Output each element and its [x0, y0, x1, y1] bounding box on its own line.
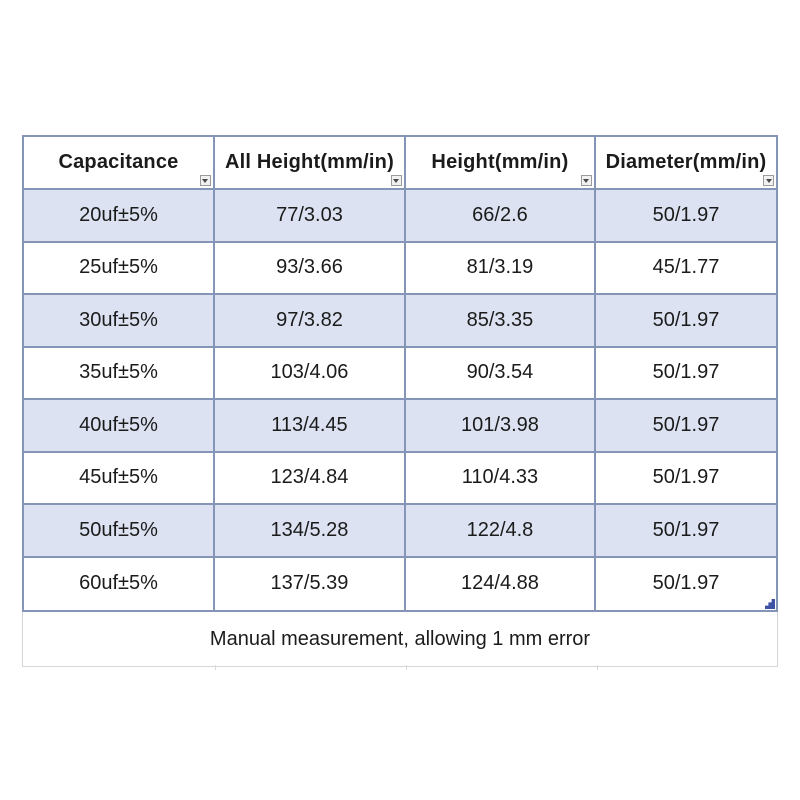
table-cell: 122/4.8: [406, 505, 596, 556]
chevron-down-icon: [393, 178, 400, 183]
column-header-label: All Height(mm/in): [224, 151, 394, 173]
table-cell: 50/1.97: [652, 203, 720, 226]
spec-table: Capacitance All Height(mm/in) Height(mm/in…: [22, 135, 778, 612]
table-cell: 113/4.45: [215, 400, 406, 451]
column-header: Height(mm/in): [406, 137, 596, 188]
table-resize-handle-icon[interactable]: [765, 599, 775, 609]
table-row: 40uf±5% 113/4.45 101/3.98 50/1.97: [24, 400, 776, 453]
table-row: 45uf±5% 123/4.84 110/4.33 50/1.97: [24, 452, 776, 505]
table-cell: 50uf±5%: [24, 505, 215, 556]
staircase-shape: [765, 599, 775, 609]
table-cell: 101/3.98: [406, 400, 596, 451]
table-cell: 66/2.6: [406, 190, 596, 241]
gridline-stub: [214, 665, 216, 670]
table-cell: 134/5.28: [215, 505, 406, 556]
table-cell: 30uf±5%: [24, 295, 215, 346]
table-cell: 45uf±5%: [24, 452, 215, 503]
table-cell: 50/1.97: [652, 413, 720, 436]
table-cell: 50/1.97: [652, 466, 720, 489]
column-header: All Height(mm/in): [215, 137, 406, 188]
table-row: 30uf±5% 97/3.82 85/3.35 50/1.97: [24, 295, 776, 348]
table-footnote-row: Manual measurement, allowing 1 mm error: [22, 612, 778, 670]
table-cell: 103/4.06: [215, 347, 406, 398]
table-cell: 45/1.77: [652, 256, 720, 279]
table-cell: 50/1.97: [652, 361, 720, 384]
table-cell: 137/5.39: [215, 557, 406, 610]
table-header-row: Capacitance All Height(mm/in) Height(mm/in…: [24, 137, 776, 190]
filter-dropdown-button[interactable]: [390, 175, 402, 186]
table-row: 35uf±5% 103/4.06 90/3.54 50/1.97: [24, 347, 776, 400]
table-cell: 35uf±5%: [24, 347, 215, 398]
filter-dropdown-button[interactable]: [763, 175, 774, 186]
filter-dropdown-button[interactable]: [580, 175, 592, 186]
table-cell: 50/1.97: [652, 518, 720, 541]
column-header: Diameter(mm/in): [596, 137, 776, 188]
table-row: 20uf±5% 77/3.03 66/2.6 50/1.97: [24, 190, 776, 243]
table-cell: 93/3.66: [215, 242, 406, 293]
table-cell: 20uf±5%: [24, 190, 215, 241]
footnote-text: Manual measurement, allowing 1 mm error: [209, 627, 591, 650]
column-header-label: Diameter(mm/in): [605, 151, 767, 173]
table-row: 60uf±5% 137/5.39 124/4.88 50/1.97: [24, 557, 776, 610]
table-cell: 97/3.82: [215, 295, 406, 346]
table-cell: 123/4.84: [215, 452, 406, 503]
spec-table-block: Capacitance All Height(mm/in) Height(mm/in…: [22, 135, 778, 670]
table-row: 25uf±5% 93/3.66 81/3.19 45/1.77: [24, 242, 776, 295]
column-header: Capacitance: [24, 137, 215, 188]
table-cell: 124/4.88: [406, 557, 596, 610]
chevron-down-icon: [765, 178, 772, 183]
filter-dropdown-button[interactable]: [199, 175, 211, 186]
table-cell: 90/3.54: [406, 347, 596, 398]
table-cell: 25uf±5%: [24, 242, 215, 293]
chevron-down-icon: [583, 178, 590, 183]
table-body: 20uf±5% 77/3.03 66/2.6 50/1.97 25uf±5% 93/3.6…: [24, 190, 776, 610]
table-cell: 110/4.33: [406, 452, 596, 503]
chevron-down-icon: [202, 178, 209, 183]
table-cell: 81/3.19: [406, 242, 596, 293]
table-cell: 85/3.35: [406, 295, 596, 346]
table-cell: 50/1.97: [652, 308, 720, 331]
table-cell: 50/1.97: [652, 572, 720, 595]
gridline-stub: [596, 665, 598, 670]
column-header-label: Capacitance: [58, 151, 179, 173]
table-cell: 40uf±5%: [24, 400, 215, 451]
table-cell: 60uf±5%: [24, 557, 215, 610]
column-header-label: Height(mm/in): [431, 151, 569, 173]
gridline-stub: [406, 665, 408, 670]
table-cell: 77/3.03: [215, 190, 406, 241]
table-row: 50uf±5% 134/5.28 122/4.8 50/1.97: [24, 505, 776, 558]
